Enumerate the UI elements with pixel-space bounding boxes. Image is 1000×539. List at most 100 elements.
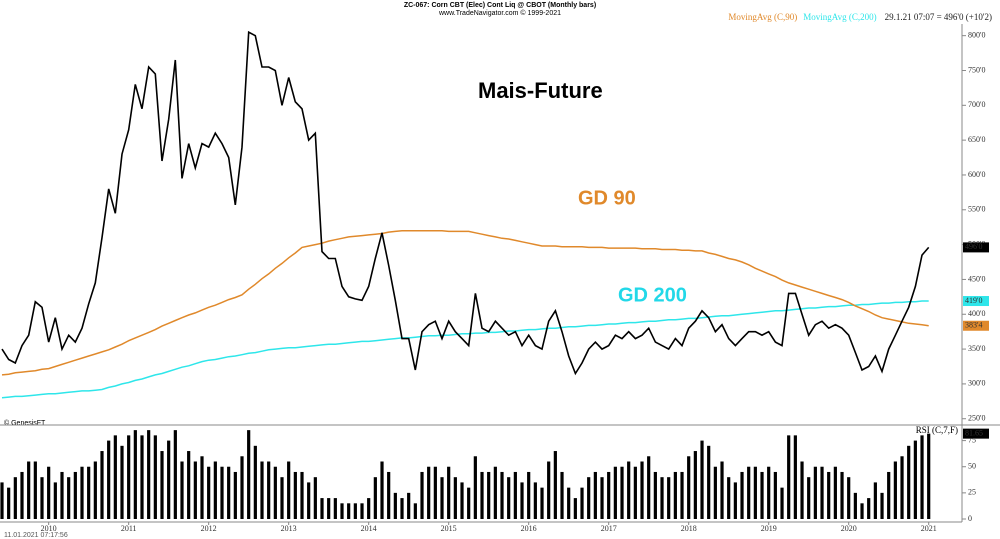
x-tick-label: 2012 — [201, 524, 217, 533]
chart-title: ZC-067: Corn CBT (Elec) Cont Liq @ CBOT … — [404, 2, 596, 9]
bar — [667, 477, 671, 519]
bar — [780, 487, 784, 519]
bar — [560, 471, 564, 519]
y-tick-label: 550'0 — [968, 205, 985, 214]
bar — [913, 440, 917, 519]
bar — [767, 466, 771, 519]
bar — [907, 445, 911, 519]
bar — [307, 482, 311, 519]
chart-subtitle: www.TradeNavigator.com © 1999-2021 — [438, 9, 561, 17]
bar — [480, 471, 484, 519]
bar — [147, 430, 151, 519]
bar — [240, 456, 244, 519]
bar — [673, 471, 677, 519]
y-tick-label: 800'0 — [968, 30, 985, 39]
bar — [707, 445, 711, 519]
bar — [653, 471, 657, 519]
bar — [600, 477, 604, 519]
legend-entry: MovingAvg (C,90) — [728, 12, 797, 22]
y-tick-label: 0 — [968, 514, 972, 523]
bar — [400, 498, 404, 519]
bar — [753, 466, 757, 519]
timestamp: 11.01.2021 07:17:56 — [4, 532, 68, 539]
bar — [627, 461, 631, 519]
last-value-box — [963, 296, 989, 307]
bar — [233, 471, 237, 519]
bar — [607, 471, 611, 519]
bar — [213, 461, 217, 519]
bar — [920, 435, 924, 519]
bar — [180, 461, 184, 519]
series-line — [1, 229, 929, 376]
y-tick-label: 650'0 — [968, 135, 985, 144]
bar — [813, 466, 817, 519]
bar — [100, 451, 104, 519]
series-line — [1, 300, 929, 399]
bar — [720, 461, 724, 519]
y-tick-label: 450'0 — [968, 274, 985, 283]
bar — [727, 477, 731, 519]
x-tick-label: 2019 — [761, 524, 777, 533]
bar — [340, 503, 344, 519]
bar — [33, 461, 37, 519]
bar — [733, 482, 737, 519]
bar — [327, 498, 331, 519]
bar — [567, 487, 571, 519]
bar — [853, 492, 857, 519]
bar — [200, 456, 204, 519]
bar — [773, 471, 777, 519]
x-tick-label: 2013 — [281, 524, 297, 533]
bar — [293, 471, 297, 519]
bar — [107, 440, 111, 519]
y-tick-label: 750'0 — [968, 65, 985, 74]
series-line — [1, 30, 930, 376]
bar — [300, 471, 304, 519]
y-tick-label: 250'0 — [968, 414, 985, 423]
bar — [7, 487, 11, 519]
bar — [787, 435, 791, 519]
bar — [460, 482, 464, 519]
bar — [740, 471, 744, 519]
bar — [927, 433, 931, 519]
bar — [693, 451, 697, 519]
y-tick-label: 400'0 — [968, 309, 985, 318]
bar — [47, 466, 51, 519]
y-tick-label: 350'0 — [968, 344, 985, 353]
bar — [347, 503, 351, 519]
bar — [367, 498, 371, 519]
y-tick-label: 25 — [968, 488, 976, 497]
bar — [660, 477, 664, 519]
bar — [13, 477, 17, 519]
bar — [447, 466, 451, 519]
bar — [613, 466, 617, 519]
x-tick-label: 2021 — [921, 524, 937, 533]
bar — [647, 456, 651, 519]
bar — [700, 440, 704, 519]
bar — [507, 477, 511, 519]
last-value-label: 496'0 — [965, 242, 982, 251]
x-tick-label: 2010 — [41, 524, 57, 533]
x-tick-label: 2020 — [841, 524, 857, 533]
bar — [187, 451, 191, 519]
bar — [40, 477, 44, 519]
bar — [807, 477, 811, 519]
bar — [887, 471, 891, 519]
bar — [440, 477, 444, 519]
legend-entry: MovingAvg (C,200) — [803, 12, 876, 22]
bar — [840, 471, 844, 519]
bar — [273, 466, 277, 519]
x-tick-label: 2011 — [121, 524, 137, 533]
bar — [880, 492, 884, 519]
bar — [247, 430, 251, 519]
bar — [473, 456, 477, 519]
bar — [500, 471, 504, 519]
bar — [873, 482, 877, 519]
bar — [407, 492, 411, 519]
x-tick-label: 2016 — [521, 524, 537, 533]
bar — [67, 477, 71, 519]
bar — [0, 482, 4, 519]
bar — [120, 445, 124, 519]
quote: 29.1.21 07:07 = 496'0 (+10'2) — [885, 12, 992, 22]
